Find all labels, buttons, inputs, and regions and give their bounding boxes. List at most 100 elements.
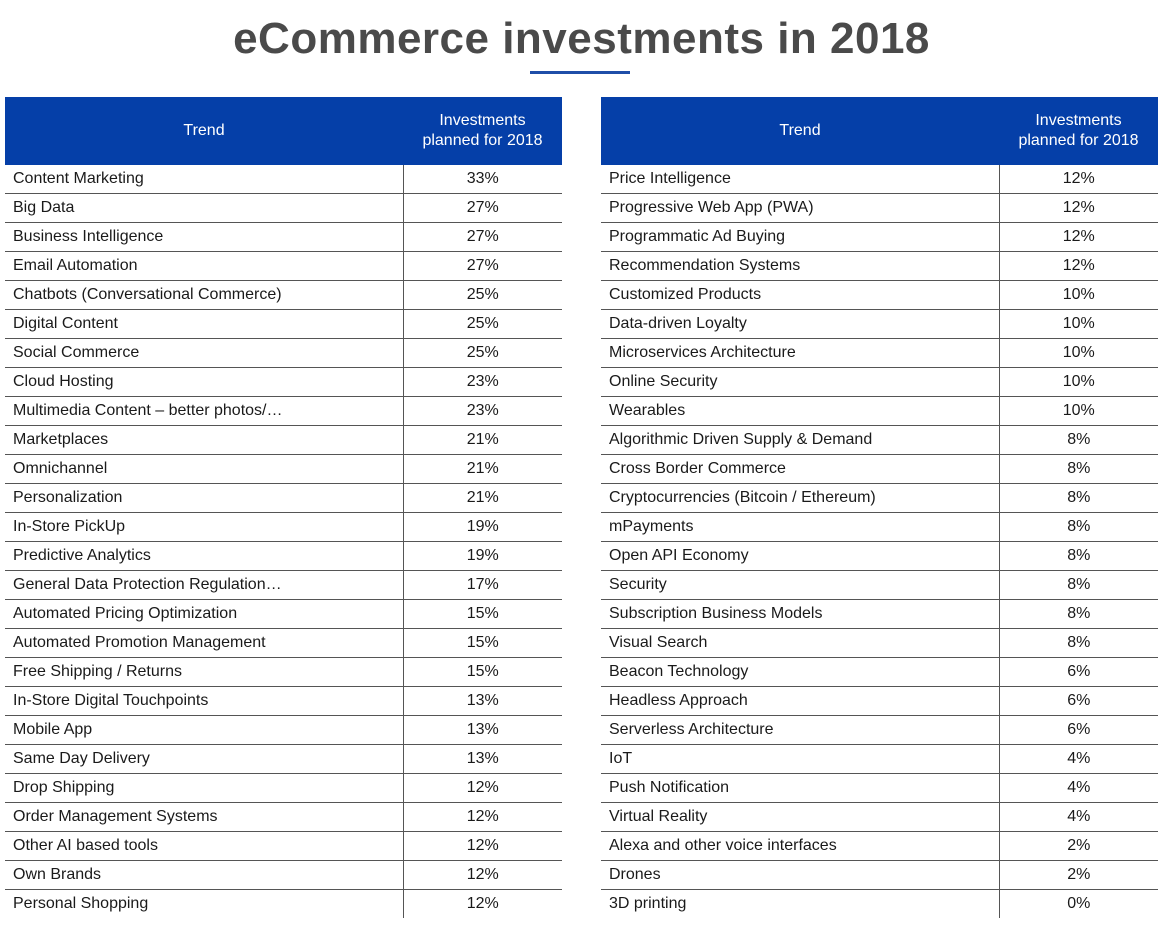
trend-name-cell: Wearables bbox=[601, 396, 1000, 426]
table-row: Digital Content 25% bbox=[5, 309, 562, 339]
table-row: Order Management Systems 12% bbox=[5, 802, 562, 832]
table-row: Security 8% bbox=[601, 570, 1158, 600]
investment-value-cell: 10% bbox=[999, 338, 1158, 368]
investment-value-cell: 12% bbox=[466, 895, 499, 912]
investment-value-cell: 6% bbox=[999, 715, 1158, 745]
trend-name-cell: Data-driven Loyalty bbox=[601, 309, 1000, 339]
trend-name-cell: Alexa and other voice interfaces bbox=[601, 831, 1000, 861]
trend-name-cell: Omnichannel bbox=[5, 454, 404, 484]
trend-name-cell: Progressive Web App (PWA) bbox=[601, 193, 1000, 223]
investment-value-cell: 8% bbox=[999, 512, 1158, 542]
trend-name-cell: In-Store Digital Touchpoints bbox=[5, 686, 404, 716]
table-row: Personalization 21% bbox=[5, 483, 562, 513]
table-row: Online Security 10% bbox=[601, 367, 1158, 397]
trend-name-cell: Automated Promotion Management bbox=[5, 628, 404, 658]
investment-value-cell: 12% bbox=[403, 860, 562, 890]
investment-value-cell: 23% bbox=[403, 367, 562, 397]
trend-name-cell: Marketplaces bbox=[5, 425, 404, 455]
table-row: Progressive Web App (PWA) 12% bbox=[601, 193, 1158, 223]
table-row: Drones 2% bbox=[601, 860, 1158, 890]
investment-value-cell: 33% bbox=[403, 165, 562, 194]
trend-name-cell: Other AI based tools bbox=[5, 831, 404, 861]
trend-name-cell: Visual Search bbox=[601, 628, 1000, 658]
investment-value-cell: 8% bbox=[999, 599, 1158, 629]
investment-value-cell: 25% bbox=[403, 280, 562, 310]
table-row: Cloud Hosting 23% bbox=[5, 367, 562, 397]
table-row: In-Store Digital Touchpoints 13% bbox=[5, 686, 562, 716]
trend-table-right: Trend Investments planned for 2018 Price … bbox=[601, 97, 1158, 918]
table-row: Marketplaces 21% bbox=[5, 425, 562, 455]
trend-name-cell: Cryptocurrencies (Bitcoin / Ethereum) bbox=[601, 483, 1000, 513]
trend-name-cell: Personal Shopping bbox=[5, 889, 404, 918]
table-row: Visual Search 8% bbox=[601, 628, 1158, 658]
investment-value-cell: 8% bbox=[999, 628, 1158, 658]
trend-name-cell: 3D printing bbox=[601, 889, 1000, 918]
investment-value-cell: 13% bbox=[403, 715, 562, 745]
trend-name-cell: Automated Pricing Optimization bbox=[5, 599, 404, 629]
investment-value-cell: 8% bbox=[999, 454, 1158, 484]
trend-name-cell: IoT bbox=[601, 744, 1000, 774]
trend-name-cell: In-Store PickUp bbox=[5, 512, 404, 542]
table-row: 3D printing 0% bbox=[601, 889, 1158, 918]
trend-name-cell: Security bbox=[601, 570, 1000, 600]
table-row: Cross Border Commerce 8% bbox=[601, 454, 1158, 484]
investment-value-cell: 2% bbox=[999, 831, 1158, 861]
table-row: Price Intelligence 12% bbox=[601, 165, 1158, 194]
table-row: Automated Pricing Optimization 15% bbox=[5, 599, 562, 629]
table-row: Drop Shipping 12% bbox=[5, 773, 562, 803]
trend-name-cell: Email Automation bbox=[5, 251, 404, 281]
trend-name-cell: Microservices Architecture bbox=[601, 338, 1000, 368]
investment-value-cell: 8% bbox=[999, 541, 1158, 571]
investment-value-cell: 25% bbox=[403, 309, 562, 339]
trend-name-cell: Multimedia Content – better photos/… bbox=[5, 396, 404, 426]
investment-value-cell: 12% bbox=[999, 251, 1158, 281]
table-row: Own Brands 12% bbox=[5, 860, 562, 890]
trend-name-cell: Customized Products bbox=[601, 280, 1000, 310]
table-row: Business Intelligence 27% bbox=[5, 222, 562, 252]
trend-name-cell: Drones bbox=[601, 860, 1000, 890]
table-row: Other AI based tools 12% bbox=[5, 831, 562, 861]
table-row: Omnichannel 21% bbox=[5, 454, 562, 484]
trend-name-cell: Beacon Technology bbox=[601, 657, 1000, 687]
trend-name-cell: Mobile App bbox=[5, 715, 404, 745]
trend-name-cell: Digital Content bbox=[5, 309, 404, 339]
investment-value-cell: 17% bbox=[403, 570, 562, 600]
investment-value-cell: 10% bbox=[999, 367, 1158, 397]
table-header-row: Trend Investments planned for 2018 bbox=[601, 97, 1158, 165]
table-row: Headless Approach 6% bbox=[601, 686, 1158, 716]
table-row: Big Data 27% bbox=[5, 193, 562, 223]
investment-value-cell: 12% bbox=[999, 222, 1158, 252]
investment-value-cell: 15% bbox=[403, 628, 562, 658]
table-row: Subscription Business Models 8% bbox=[601, 599, 1158, 629]
investment-value-cell: 12% bbox=[403, 773, 562, 803]
investment-value-cell: 12% bbox=[403, 802, 562, 832]
table-row: Alexa and other voice interfaces 2% bbox=[601, 831, 1158, 861]
trend-table-left: Trend Investments planned for 2018 Conten… bbox=[5, 97, 562, 918]
header-trend: Trend bbox=[601, 97, 999, 165]
trend-name-cell: Drop Shipping bbox=[5, 773, 404, 803]
page-title: eCommerce investments in 2018 bbox=[233, 14, 930, 63]
investment-value-cell: 12% bbox=[403, 831, 562, 861]
table-row: Predictive Analytics 19% bbox=[5, 541, 562, 571]
table-row: Data-driven Loyalty 10% bbox=[601, 309, 1158, 339]
investment-value-cell: 4% bbox=[999, 773, 1158, 803]
investment-value-cell: 15% bbox=[403, 599, 562, 629]
table-row: Personal Shopping 12% bbox=[5, 889, 562, 918]
header-trend: Trend bbox=[5, 97, 403, 165]
investment-value-cell: 15% bbox=[403, 657, 562, 687]
investment-value-cell: 6% bbox=[999, 686, 1158, 716]
trend-name-cell: Price Intelligence bbox=[601, 165, 1000, 194]
investment-value-cell: 6% bbox=[999, 657, 1158, 687]
investment-value-cell: 12% bbox=[999, 193, 1158, 223]
trend-name-cell: Cross Border Commerce bbox=[601, 454, 1000, 484]
trend-name-cell: Predictive Analytics bbox=[5, 541, 404, 571]
table-row: In-Store PickUp 19% bbox=[5, 512, 562, 542]
header-investments: Investments planned for 2018 bbox=[403, 97, 562, 165]
table-row: Mobile App 13% bbox=[5, 715, 562, 745]
investment-value-cell: 8% bbox=[999, 425, 1158, 455]
investment-value-cell: 21% bbox=[403, 425, 562, 455]
table-row: Customized Products 10% bbox=[601, 280, 1158, 310]
investment-value-cell: 4% bbox=[999, 802, 1158, 832]
trend-name-cell: Big Data bbox=[5, 193, 404, 223]
table-row: Virtual Reality 4% bbox=[601, 802, 1158, 832]
